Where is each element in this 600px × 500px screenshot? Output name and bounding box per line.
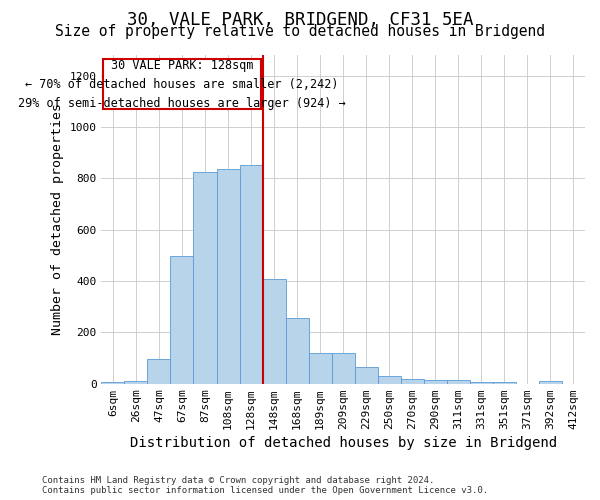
Bar [332,354,355,384]
Bar [447,380,470,384]
Bar [539,381,562,384]
Text: Contains HM Land Registry data © Crown copyright and database right 2024.
Contai: Contains HM Land Registry data © Crown c… [42,476,488,495]
Bar [308,354,332,384]
Bar [378,376,401,384]
Y-axis label: Number of detached properties: Number of detached properties [51,104,64,336]
Bar [286,318,308,384]
Bar [148,358,170,384]
Text: 30 VALE PARK: 128sqm
← 70% of detached houses are smaller (2,242)
29% of semi-de: 30 VALE PARK: 128sqm ← 70% of detached h… [18,58,346,110]
X-axis label: Distribution of detached houses by size in Bridgend: Distribution of detached houses by size … [130,436,557,450]
Bar [493,382,516,384]
FancyBboxPatch shape [103,59,262,110]
Text: 30, VALE PARK, BRIDGEND, CF31 5EA: 30, VALE PARK, BRIDGEND, CF31 5EA [127,11,473,29]
Text: Size of property relative to detached houses in Bridgend: Size of property relative to detached ho… [55,24,545,39]
Bar [263,279,286,384]
Bar [193,172,217,384]
Bar [424,380,447,384]
Bar [101,382,124,384]
Bar [401,378,424,384]
Bar [124,380,148,384]
Bar [217,168,239,384]
Bar [355,367,378,384]
Bar [170,256,193,384]
Bar [470,382,493,384]
Bar [239,165,263,384]
